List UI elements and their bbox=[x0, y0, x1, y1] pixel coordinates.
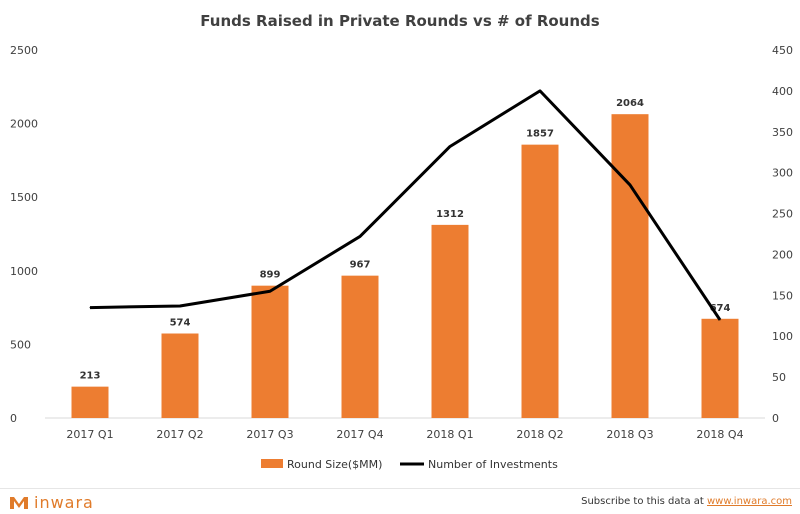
line-point bbox=[449, 145, 451, 147]
line-path bbox=[89, 89, 722, 321]
bar bbox=[251, 285, 289, 418]
x-axis-tick-label: 2018 Q3 bbox=[606, 428, 653, 441]
legend-label-line: Number of Investments bbox=[428, 458, 558, 471]
right-axis-tick-label: 150 bbox=[772, 289, 793, 302]
legend-item-line: Number of Investments bbox=[400, 458, 558, 471]
logo-text: inwara bbox=[34, 493, 94, 512]
inwara-logo[interactable]: inwara bbox=[10, 493, 94, 512]
bar-data-label: 213 bbox=[80, 371, 101, 382]
right-axis-tick-label: 50 bbox=[772, 371, 786, 384]
line-point bbox=[89, 307, 91, 309]
bar bbox=[431, 224, 469, 418]
right-axis-tick-label: 0 bbox=[772, 412, 779, 425]
left-axis-tick-label: 2500 bbox=[10, 44, 38, 57]
subscribe-note: Subscribe to this data at www.inwara.com bbox=[581, 496, 792, 507]
left-axis-tick-label: 0 bbox=[10, 412, 17, 425]
subscribe-text: Subscribe to this data at bbox=[581, 496, 704, 507]
right-axis-ticks: 0 50 100 150 200 250 300 350 400 450 bbox=[772, 44, 793, 425]
line-series bbox=[89, 89, 722, 321]
footer: inwara Subscribe to this data at www.inw… bbox=[0, 488, 800, 514]
left-axis-tick-label: 1500 bbox=[10, 191, 38, 204]
line-point bbox=[629, 184, 631, 186]
bar bbox=[611, 114, 649, 418]
bar-data-label: 2064 bbox=[616, 98, 644, 109]
x-axis-tick-label: 2017 Q2 bbox=[156, 428, 203, 441]
x-axis-tick-label: 2017 Q4 bbox=[336, 428, 383, 441]
inwara-logo-mark-icon bbox=[10, 496, 28, 509]
right-axis-tick-label: 450 bbox=[772, 44, 793, 57]
bar-data-label: 899 bbox=[260, 270, 281, 281]
left-axis-tick-label: 2000 bbox=[10, 118, 38, 131]
legend-label-bar: Round Size($MM) bbox=[287, 458, 382, 471]
legend-item-bar: Round Size($MM) bbox=[261, 458, 382, 471]
chart-title: Funds Raised in Private Rounds vs # of R… bbox=[200, 12, 599, 30]
x-axis-tick-label: 2018 Q1 bbox=[426, 428, 473, 441]
bar bbox=[341, 275, 379, 418]
bar-series bbox=[71, 114, 739, 418]
x-axis-tick-label: 2017 Q3 bbox=[246, 428, 293, 441]
left-axis-ticks: 0 500 1000 1500 2000 2500 bbox=[10, 44, 38, 425]
x-axis-tick-label: 2018 Q4 bbox=[696, 428, 743, 441]
left-axis-tick-label: 1000 bbox=[10, 265, 38, 278]
right-axis-tick-label: 100 bbox=[772, 330, 793, 343]
bar bbox=[521, 144, 559, 418]
bar-data-label: 1857 bbox=[526, 129, 554, 140]
bar-data-label: 1312 bbox=[436, 209, 464, 220]
right-axis-tick-label: 400 bbox=[772, 85, 793, 98]
bar-data-labels: 213 574 899 967 1312 1857 2064 674 bbox=[80, 98, 731, 381]
bar bbox=[71, 386, 109, 418]
chart: Funds Raised in Private Rounds vs # of R… bbox=[10, 12, 793, 471]
bar-data-label: 674 bbox=[710, 303, 731, 314]
left-axis-tick-label: 500 bbox=[10, 338, 31, 351]
x-axis-tick-label: 2018 Q2 bbox=[516, 428, 563, 441]
line-point bbox=[359, 235, 361, 237]
right-axis-tick-label: 350 bbox=[772, 126, 793, 139]
line-point bbox=[179, 305, 181, 307]
right-axis-tick-label: 250 bbox=[772, 208, 793, 221]
x-axis-tick-label: 2017 Q1 bbox=[66, 428, 113, 441]
bar bbox=[701, 318, 739, 418]
line-point bbox=[269, 290, 271, 292]
line-point bbox=[719, 319, 721, 321]
bar-data-label: 574 bbox=[170, 318, 191, 329]
x-axis-ticks: 2017 Q1 2017 Q2 2017 Q3 2017 Q4 2018 Q1 2018 … bbox=[66, 428, 743, 441]
line-point bbox=[539, 90, 541, 92]
subscribe-link[interactable]: www.inwara.com bbox=[707, 496, 792, 507]
legend-swatch-bar bbox=[261, 459, 283, 468]
right-axis-tick-label: 200 bbox=[772, 248, 793, 261]
bar bbox=[161, 333, 199, 418]
bar-data-label: 967 bbox=[350, 260, 371, 271]
right-axis-tick-label: 300 bbox=[772, 167, 793, 180]
legend: Round Size($MM) Number of Investments bbox=[261, 458, 558, 471]
